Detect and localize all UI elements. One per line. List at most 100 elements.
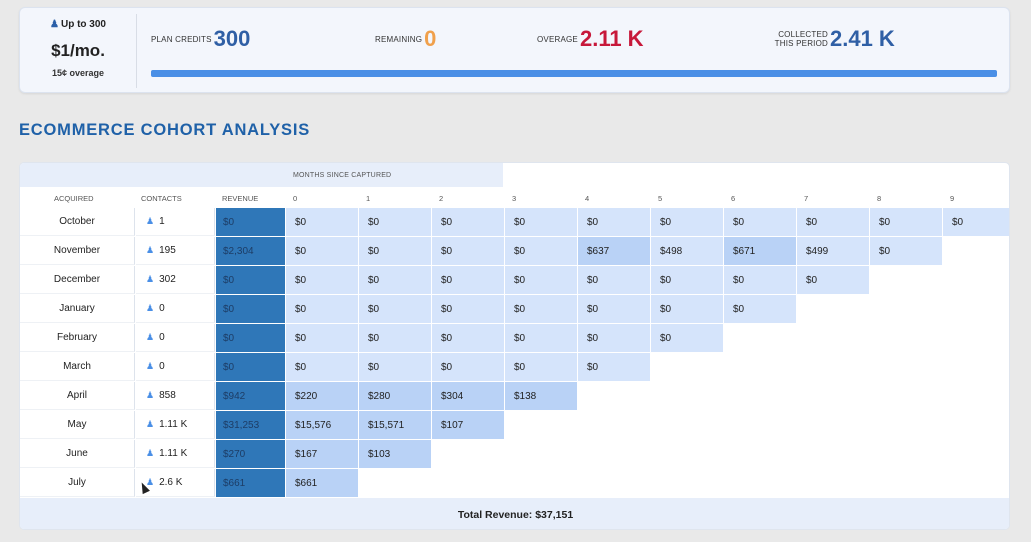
cohort-cell: $0 — [286, 324, 358, 352]
cohort-cell: $0 — [286, 237, 358, 265]
cell-revenue: $2,304 — [216, 237, 285, 265]
cohort-cell: $0 — [651, 266, 723, 294]
cohort-cell: $498 — [651, 237, 723, 265]
user-icon: ♟ — [146, 216, 155, 226]
cell-acquired: March — [20, 353, 135, 381]
column-header-month-9: 9 — [950, 194, 955, 203]
collected-value: 2.41 K — [830, 26, 895, 51]
table-row: January ♟ 0 $0 $0 $0 $0 $0 $0 $0 $0 — [20, 295, 1009, 323]
contacts-value: 858 — [159, 390, 176, 401]
cell-acquired: February — [20, 324, 135, 352]
cohort-cell: $0 — [359, 324, 431, 352]
table-row: July ♟ 2.6 K $661 $661 — [20, 469, 1009, 497]
user-icon: ♟ — [146, 419, 155, 429]
user-icon: ♟ — [146, 274, 155, 284]
cell-contacts: ♟ 302 — [136, 266, 215, 294]
cell-contacts: ♟ 858 — [136, 382, 215, 410]
cohort-cell: $0 — [286, 266, 358, 294]
remaining-metric: REMAINING 0 — [375, 24, 436, 54]
total-revenue: Total Revenue: $37,151 — [20, 498, 1009, 529]
column-header-acquired: ACQUIRED — [54, 194, 94, 203]
collected-label: COLLECTED THIS PERIOD — [774, 30, 828, 48]
cell-revenue: $0 — [216, 208, 285, 236]
cell-contacts: ♟ 0 — [136, 353, 215, 381]
cohort-cell: $0 — [359, 266, 431, 294]
cohort-cell: $0 — [651, 295, 723, 323]
cohort-cell: $280 — [359, 382, 431, 410]
plan-summary-card: ♟ Up to 300 $1/mo. 15¢ overage PLAN CREDI… — [19, 7, 1010, 93]
plan-seats-label: Up to 300 — [60, 19, 106, 30]
cell-contacts: ♟ 1.11 K — [136, 440, 215, 468]
plan-credits-label: PLAN CREDITS — [151, 34, 212, 44]
contacts-value: 1.11 K — [159, 448, 188, 459]
contacts-value: 0 — [159, 332, 165, 343]
cell-revenue: $0 — [216, 266, 285, 294]
page-title: ECOMMERCE COHORT ANALYSIS — [19, 121, 311, 139]
user-icon: ♟ — [50, 19, 59, 30]
cohort-cell: $103 — [359, 440, 431, 468]
column-header-month-0: 0 — [293, 194, 298, 203]
cohort-cell: $0 — [286, 208, 358, 236]
column-header-month-4: 4 — [585, 194, 590, 203]
user-icon: ♟ — [146, 303, 155, 313]
credits-progress-fill — [151, 70, 997, 77]
contacts-value: 0 — [159, 303, 165, 314]
cohort-cell: $0 — [870, 208, 942, 236]
cohort-cell: $0 — [359, 237, 431, 265]
cell-acquired: May — [20, 411, 135, 439]
cohort-table: MONTHS SINCE CAPTURED ACQUIRED CONTACTS … — [19, 162, 1010, 530]
divider — [136, 14, 137, 88]
table-row: March ♟ 0 $0 $0 $0 $0 $0 $0 — [20, 353, 1009, 381]
cohort-cell: $0 — [724, 295, 796, 323]
cohort-cell: $0 — [432, 208, 504, 236]
cohort-cell: $0 — [505, 237, 577, 265]
cohort-cell: $0 — [359, 208, 431, 236]
column-header-month-7: 7 — [804, 194, 809, 203]
table-row: May ♟ 1.11 K $31,253 $15,576 $15,571 $107 — [20, 411, 1009, 439]
table-row: February ♟ 0 $0 $0 $0 $0 $0 $0 $0 — [20, 324, 1009, 352]
column-header-month-5: 5 — [658, 194, 663, 203]
cell-revenue: $31,253 — [216, 411, 285, 439]
overage-label: OVERAGE — [537, 34, 578, 44]
contacts-value: 195 — [159, 245, 176, 256]
collected-label-line1: COLLECTED — [778, 30, 828, 39]
cohort-cell: $107 — [432, 411, 504, 439]
user-icon: ♟ — [146, 477, 155, 487]
cohort-cell: $0 — [578, 353, 650, 381]
table-row: November ♟ 195 $2,304 $0 $0 $0 $0 $637 $498 $671 $4… — [20, 237, 1009, 265]
plan-info: ♟ Up to 300 $1/mo. 15¢ overage — [20, 8, 136, 94]
collected-label-line2: THIS PERIOD — [774, 39, 828, 48]
cell-acquired: November — [20, 237, 135, 265]
cohort-cell: $15,571 — [359, 411, 431, 439]
cell-revenue: $661 — [216, 469, 285, 497]
plan-overage-rate: 15¢ overage — [51, 68, 105, 78]
column-header-contacts: CONTACTS — [141, 194, 182, 203]
cohort-cell: $15,576 — [286, 411, 358, 439]
cohort-cell: $0 — [505, 266, 577, 294]
cohort-cell: $220 — [286, 382, 358, 410]
cohort-cell: $0 — [432, 353, 504, 381]
user-icon: ♟ — [146, 361, 155, 371]
overage-value: 2.11 K — [579, 26, 644, 51]
cohort-cell: $0 — [432, 295, 504, 323]
user-icon: ♟ — [146, 390, 155, 400]
cell-acquired: April — [20, 382, 135, 410]
table-row: April ♟ 858 $942 $220 $280 $304 $138 — [20, 382, 1009, 410]
column-header-month-1: 1 — [366, 194, 371, 203]
cell-contacts: ♟ 0 — [136, 295, 215, 323]
column-header-month-2: 2 — [439, 194, 444, 203]
cell-revenue: $0 — [216, 353, 285, 381]
cohort-cell: $0 — [505, 208, 577, 236]
remaining-label: REMAINING — [375, 34, 423, 44]
cohort-cell: $0 — [797, 208, 869, 236]
cohort-cell: $138 — [505, 382, 577, 410]
contacts-value: 302 — [159, 274, 176, 285]
cohort-cell: $0 — [724, 208, 796, 236]
column-header-revenue: REVENUE — [222, 194, 259, 203]
cohort-cell: $0 — [432, 237, 504, 265]
user-icon: ♟ — [146, 245, 155, 255]
cohort-cell: $167 — [286, 440, 358, 468]
cohort-cell: $0 — [286, 353, 358, 381]
table-row: October ♟ 1 $0 $0 $0 $0 $0 $0 $0 $0 $0 $0 $0 — [20, 208, 1009, 236]
cell-acquired: June — [20, 440, 135, 468]
